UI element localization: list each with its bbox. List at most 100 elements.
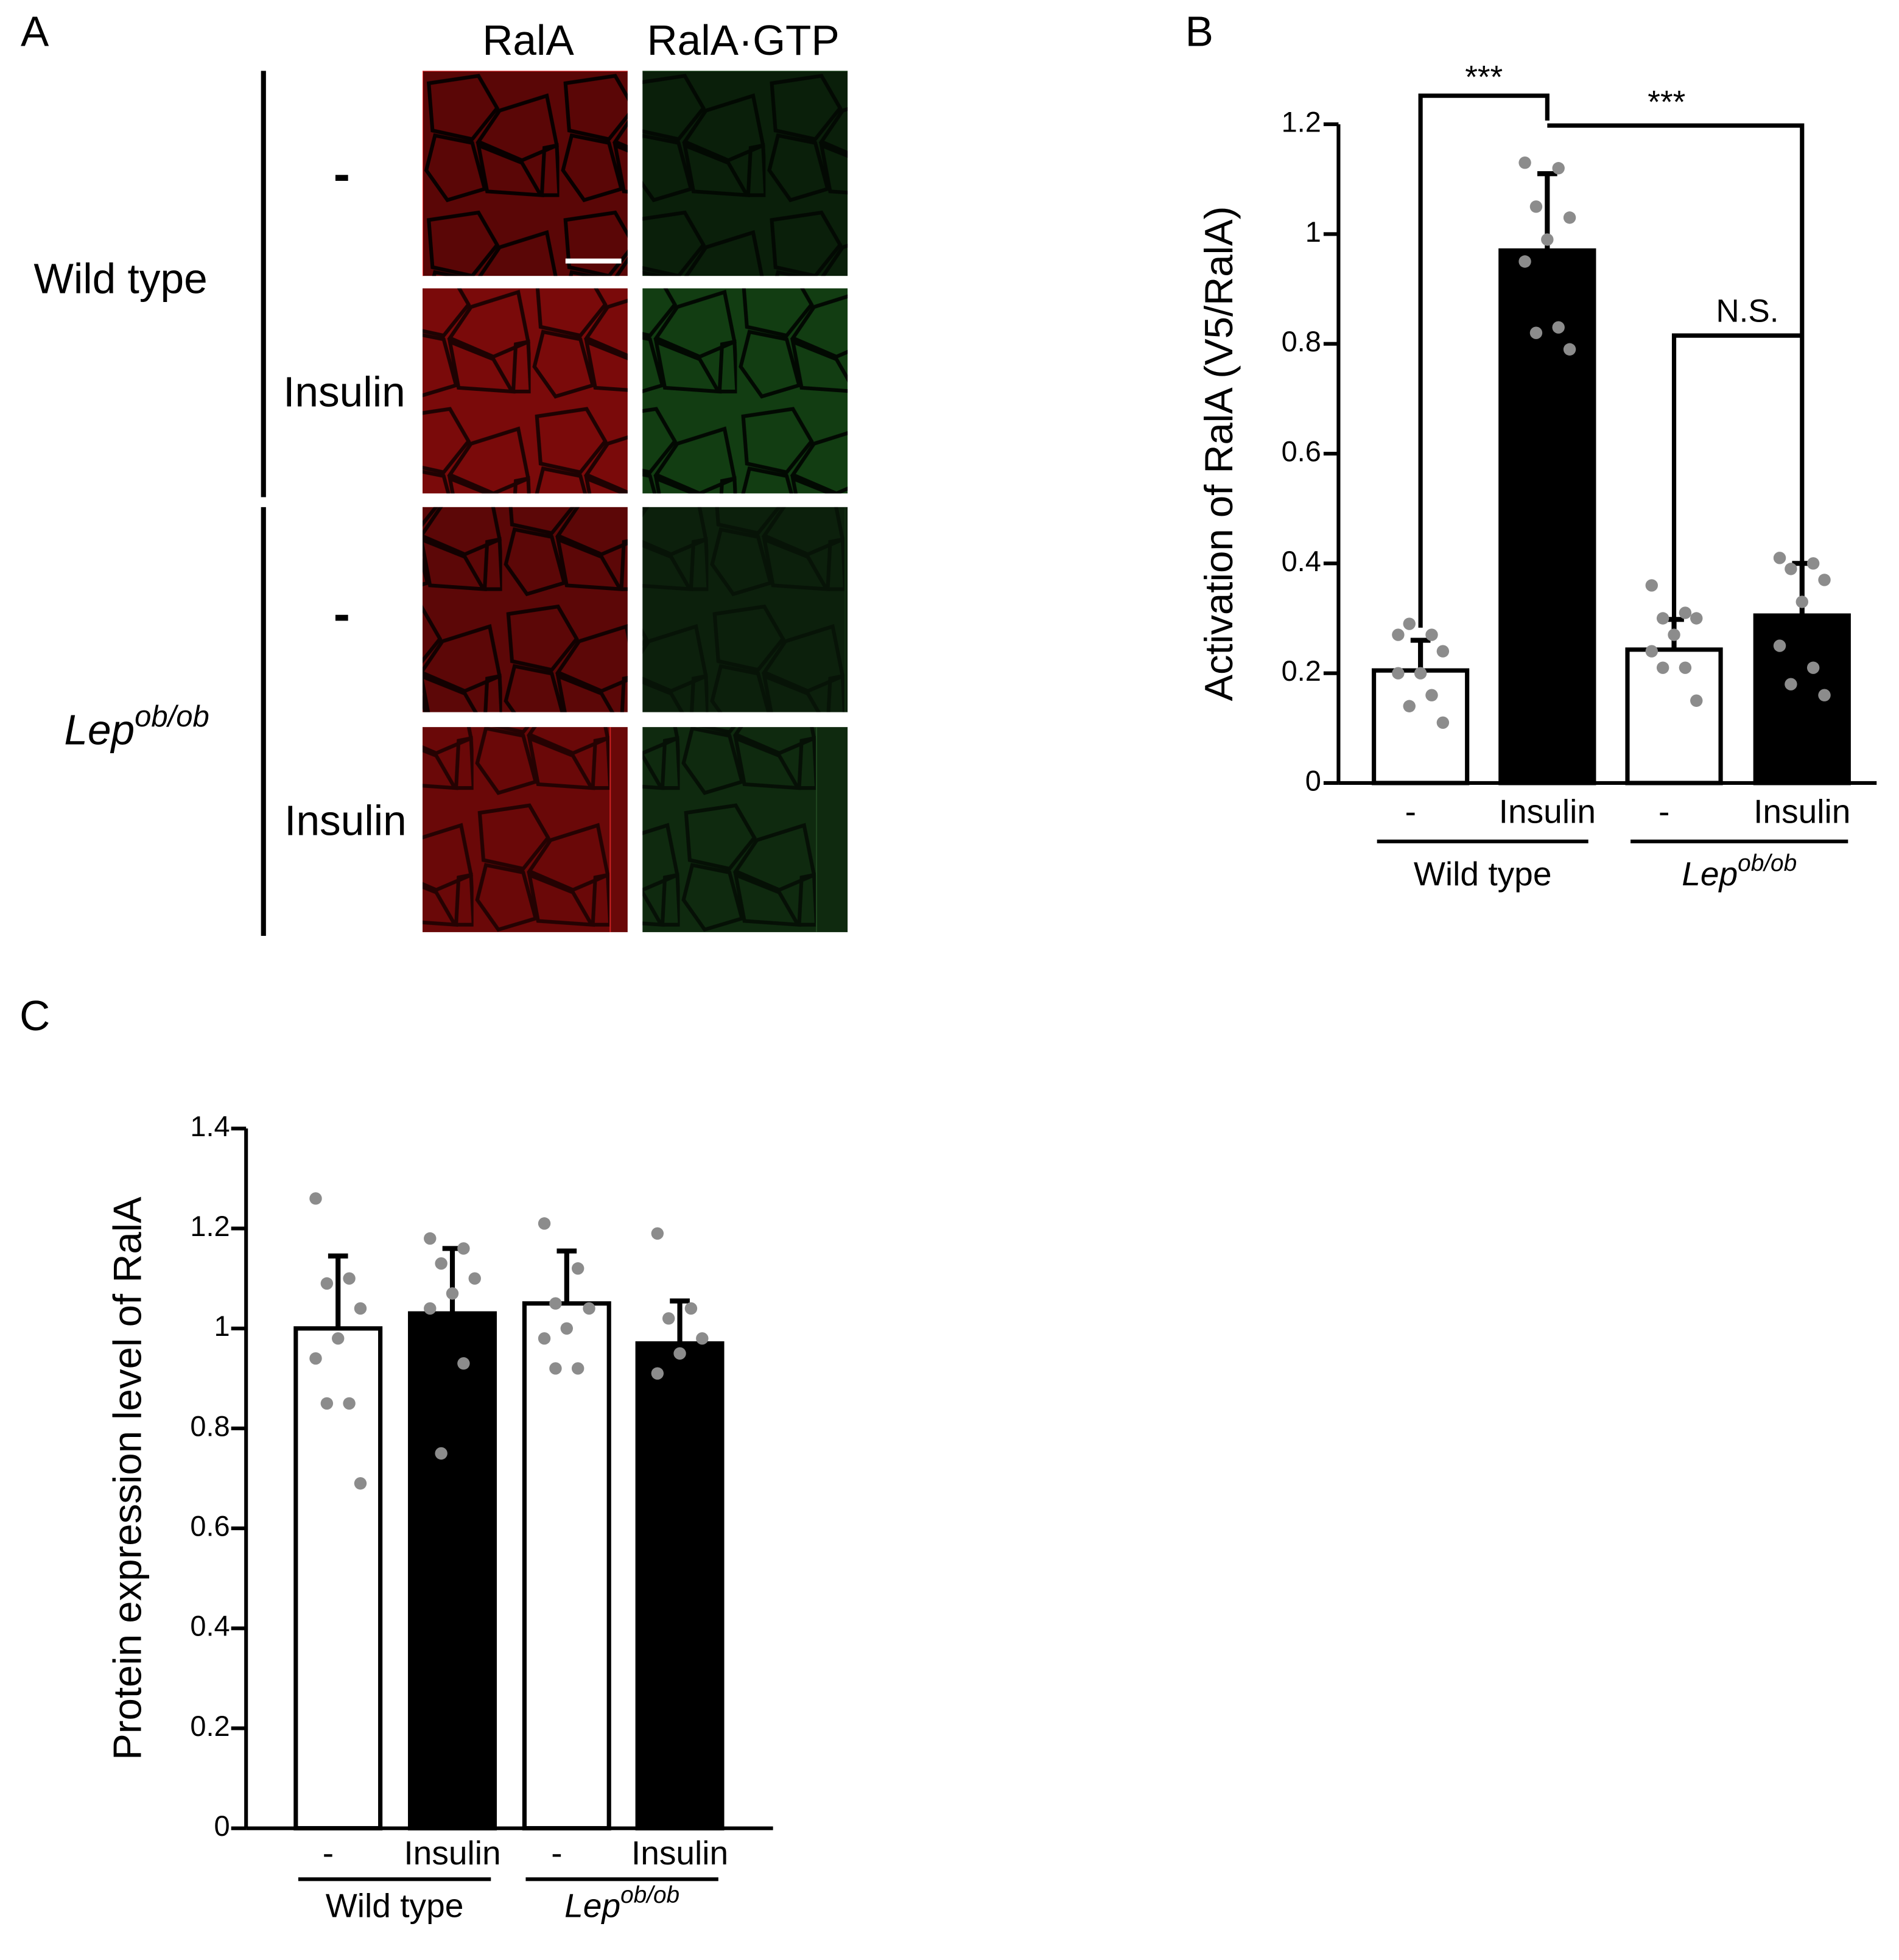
- bar: [522, 1301, 611, 1831]
- data-point: [1541, 233, 1554, 246]
- y-tick-label: 1.2: [190, 1210, 230, 1242]
- y-tick-label: 0: [214, 1810, 230, 1842]
- data-point: [538, 1217, 551, 1230]
- data-point: [1403, 617, 1416, 630]
- data-point: [1392, 667, 1405, 680]
- data-point: [1552, 321, 1565, 334]
- y-tick-label: 1.2: [1282, 107, 1321, 138]
- y-tick-label: 0.2: [1282, 655, 1321, 687]
- cell-layer: [642, 507, 846, 712]
- group-label-sup: ob/ob: [620, 1882, 679, 1908]
- data-point: [1679, 606, 1692, 619]
- bar: [1498, 248, 1596, 785]
- y-tick-label: 1: [214, 1310, 230, 1342]
- cell-layer: [642, 727, 818, 932]
- significance-bracket: [1547, 123, 1805, 566]
- panel-letter: B: [1185, 7, 1213, 55]
- cell-outlines: [642, 288, 848, 494]
- data-point: [549, 1297, 562, 1310]
- cell-layer: [423, 288, 628, 494]
- data-point: [1773, 639, 1786, 652]
- x-tick-label: -: [1405, 793, 1416, 831]
- data-point: [651, 1367, 664, 1380]
- y-tick-label: 0.4: [190, 1611, 230, 1642]
- data-point: [343, 1397, 356, 1410]
- group-label: Lepob/ob: [564, 1882, 679, 1924]
- group-label: Wild type: [1414, 855, 1552, 893]
- cells: [423, 507, 628, 712]
- cell-layer: [423, 71, 628, 276]
- cells: [642, 288, 848, 494]
- x-tick-label: Insulin: [404, 1834, 500, 1872]
- data-point: [1563, 343, 1576, 356]
- bar: [408, 1311, 497, 1831]
- data-point: [1785, 678, 1797, 690]
- data-point: [1656, 661, 1669, 674]
- group-label: Lepob/ob: [1682, 851, 1797, 893]
- data-point: [1679, 661, 1692, 674]
- data-point: [1773, 552, 1786, 564]
- bar: [1753, 613, 1851, 785]
- bar: [635, 1341, 725, 1831]
- x-tick-label: -: [323, 1834, 334, 1872]
- cell-outlines: [642, 71, 848, 276]
- data-point: [1436, 716, 1450, 729]
- group-label-main: Wild type: [326, 1886, 464, 1924]
- data-point: [309, 1192, 322, 1205]
- data-point: [424, 1302, 437, 1315]
- row-label: -: [334, 586, 350, 642]
- data-point: [662, 1312, 675, 1325]
- data-point: [1656, 612, 1669, 625]
- column-label: RalA: [482, 16, 574, 64]
- cells: [423, 288, 628, 494]
- y-tick-label: 1.4: [190, 1111, 230, 1142]
- cell-outlines: [423, 288, 628, 494]
- group-label-main: Lep: [564, 1886, 620, 1924]
- data-point: [1806, 661, 1820, 674]
- data-point: [1785, 563, 1797, 575]
- row-label: -: [334, 146, 350, 202]
- micrographs: [423, 71, 848, 932]
- x-tick-label: -: [551, 1834, 562, 1872]
- group-label-sup: ob/ob: [135, 700, 209, 733]
- cells: [423, 727, 611, 932]
- data-point: [1645, 645, 1658, 658]
- x-tick-label: -: [1659, 793, 1669, 831]
- data-point: [1518, 255, 1531, 268]
- cell-layer: [642, 71, 848, 276]
- group-label-main: Lep: [1682, 855, 1738, 893]
- data-point: [435, 1447, 448, 1460]
- data-point: [1552, 162, 1565, 175]
- cell-layer: [642, 288, 848, 494]
- row-label: Insulin: [284, 797, 407, 845]
- y-tick-label: 0.8: [1282, 326, 1321, 357]
- data-point: [583, 1302, 595, 1315]
- y-axis-label: Protein expression level of RalA: [105, 1196, 150, 1760]
- cell-outlines: [423, 727, 611, 932]
- data-point: [320, 1277, 334, 1290]
- bar: [1625, 647, 1723, 785]
- data-point: [651, 1227, 664, 1240]
- cell-outlines: [423, 507, 628, 712]
- data-point: [1425, 628, 1438, 641]
- data-point: [309, 1352, 322, 1365]
- data-point: [571, 1262, 584, 1275]
- significance-label: ***: [1465, 60, 1503, 96]
- y-tick-label: 1: [1305, 216, 1321, 248]
- row-label: Insulin: [283, 368, 405, 415]
- data-point: [673, 1347, 686, 1360]
- panel-letter: C: [19, 992, 50, 1039]
- data-point: [1690, 612, 1703, 625]
- data-point: [1645, 579, 1658, 592]
- data-point: [1529, 200, 1543, 213]
- cell-outlines: [642, 507, 846, 712]
- cell-layer: [423, 727, 611, 932]
- x-tick-label: Insulin: [1499, 793, 1596, 831]
- y-tick-label: 0.8: [190, 1410, 230, 1442]
- data-point: [538, 1332, 551, 1345]
- data-point: [549, 1362, 562, 1375]
- y-axis-label: Activation of RalA (V5/RalA): [1196, 206, 1241, 701]
- cell-layer: [423, 507, 628, 712]
